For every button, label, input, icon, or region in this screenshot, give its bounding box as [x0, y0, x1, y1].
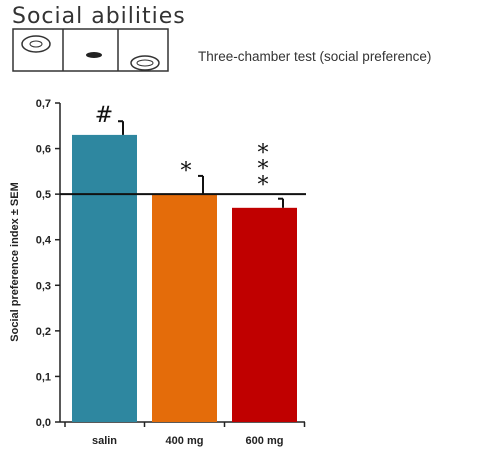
- page-title: Social abilities: [12, 4, 186, 29]
- significance-label: *: [258, 173, 269, 198]
- three-chamber-diagram-icon: [12, 28, 169, 72]
- x-tick-label: salin: [92, 435, 117, 447]
- significance-label: *: [258, 157, 269, 182]
- bar-2: [232, 207, 297, 422]
- significance-label: *: [181, 159, 192, 184]
- y-tick-label: 0,2: [36, 326, 51, 338]
- y-tick-label: 0,4: [36, 235, 52, 247]
- y-axis-label: Social preference index ± SEM: [9, 182, 21, 341]
- bar-0: [72, 134, 137, 422]
- x-tick-label: 400 mg: [166, 435, 204, 447]
- significance-label: #: [95, 103, 113, 128]
- y-tick-label: 0,6: [36, 144, 51, 156]
- y-tick-label: 0,0: [36, 417, 51, 429]
- significance-label: *: [258, 141, 269, 166]
- plot-group: 0,0 0,1 0,2 0,3 0,4 0,5 0,6 0,7 salin 400 mg 600 m…: [36, 98, 306, 447]
- y-tick-label: 0,5: [36, 189, 51, 201]
- y-tick-label: 0,3: [36, 280, 51, 292]
- bar-1: [152, 194, 217, 422]
- chart-subtitle: Three-chamber test (social preference): [198, 49, 432, 64]
- y-tick-label: 0,1: [36, 371, 51, 383]
- y-tick-label: 0,7: [36, 98, 51, 110]
- x-tick-label: 600 mg: [246, 435, 284, 447]
